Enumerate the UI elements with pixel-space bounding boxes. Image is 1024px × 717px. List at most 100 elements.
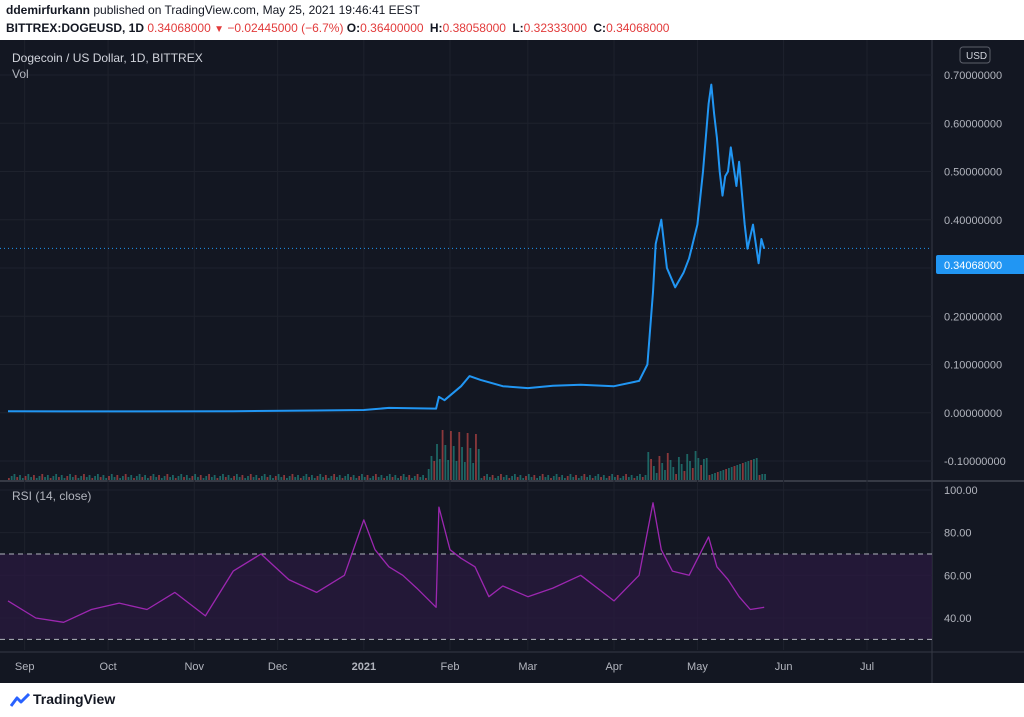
volume-bar	[252, 477, 255, 480]
volume-bar	[155, 477, 158, 480]
volume-label[interactable]: Vol	[12, 67, 29, 81]
volume-bar	[469, 448, 472, 480]
price-tick-label: -0.10000000	[944, 456, 1006, 468]
chart-svg[interactable]: 0.70000000 0.60000000 0.50000000 0.40000000…	[0, 40, 1024, 683]
volume-bar	[138, 474, 141, 480]
volume-bar	[130, 475, 133, 480]
volume-bar	[477, 449, 480, 480]
volume-bar	[750, 460, 753, 480]
volume-bar	[728, 468, 730, 480]
volume-bar	[605, 478, 608, 480]
volume-bar	[286, 478, 288, 480]
volume-bar	[730, 467, 733, 480]
currency-button-bg[interactable]	[959, 46, 991, 64]
volume-bar	[16, 477, 19, 480]
chart-area[interactable]: 0.70000000 0.60000000 0.50000000 0.40000000…	[0, 40, 1024, 683]
volume-bar	[372, 476, 374, 480]
volume-bar	[38, 476, 41, 480]
time-tick-label: Jun	[775, 661, 793, 673]
volume-bar	[527, 474, 530, 480]
volume-bar	[213, 475, 216, 480]
volume-bar	[472, 463, 475, 480]
volume-bar	[311, 475, 313, 480]
volume-bar	[147, 478, 149, 480]
time-tick-label: May	[687, 661, 708, 673]
rsi-label[interactable]: RSI (14, close)	[12, 489, 91, 503]
volume-bar	[644, 475, 647, 480]
volume-bar	[561, 475, 564, 480]
volume-bar	[110, 474, 113, 480]
volume-bar	[399, 476, 402, 480]
volume-bar	[327, 478, 330, 480]
volume-bar	[500, 474, 502, 480]
volume-bar	[405, 477, 408, 480]
volume-bar	[102, 475, 105, 480]
volume-bar	[725, 469, 728, 480]
volume-bar	[394, 475, 397, 480]
volume-bar	[94, 476, 96, 480]
volume-bar	[722, 470, 725, 480]
brand-name[interactable]: TradingView	[33, 691, 116, 707]
volume-bar	[49, 478, 52, 480]
volume-bar	[736, 465, 739, 480]
symbol-info: BITTREX:DOGEUSD, 1D 0.34068000 ▼ −0.0244…	[6, 21, 672, 35]
volume-bar	[461, 447, 463, 480]
rsi-axis[interactable]: 100.00 80.00 60.00 40.00	[944, 485, 978, 625]
price-tick-label: 0.10000000	[944, 360, 1002, 372]
volume-bar	[169, 477, 172, 480]
volume-bar	[550, 478, 552, 480]
volume-bar	[302, 476, 305, 480]
volume-bar	[255, 475, 258, 480]
volume-bar	[355, 478, 358, 480]
volume-bar	[55, 474, 58, 480]
published-text: published on TradingView.com, May 25, 20…	[90, 3, 421, 17]
rsi-band	[0, 554, 932, 640]
volume-bar	[486, 474, 488, 480]
symbol-name: BITTREX:DOGEUSD, 1D	[6, 21, 145, 35]
volume-bar	[44, 477, 46, 480]
volume-bar	[258, 478, 260, 480]
volume-bar	[680, 464, 683, 480]
volume-bar	[185, 475, 188, 480]
volume-bar	[616, 475, 619, 480]
volume-bar	[349, 477, 352, 480]
volume-bar	[433, 461, 436, 480]
volume-bar	[466, 433, 469, 480]
volume-bar	[163, 476, 166, 480]
volume-bar	[541, 474, 544, 480]
volume-bar	[288, 476, 291, 480]
publisher-name[interactable]: ddemirfurkann	[6, 3, 91, 17]
volume-bar	[402, 474, 405, 480]
volume-bar	[19, 475, 21, 480]
volume-bar	[172, 475, 174, 480]
volume-bar	[650, 459, 652, 480]
currency-button[interactable]: USD	[966, 51, 987, 62]
volume-bar	[10, 476, 13, 480]
volume-bar	[238, 477, 241, 480]
time-tick-label: Feb	[441, 661, 460, 673]
volume-bar	[630, 475, 633, 480]
volume-bar	[522, 478, 525, 480]
volume-bar	[525, 476, 527, 480]
volume-bar	[177, 476, 180, 480]
volume-bar	[497, 476, 500, 480]
volume-bar	[333, 474, 336, 480]
volume-bar	[291, 474, 294, 480]
volume-bar	[397, 478, 399, 480]
volume-bar	[96, 474, 99, 480]
volume-bar	[758, 475, 761, 480]
volume-bar	[308, 477, 311, 480]
volume-bar	[413, 476, 416, 480]
close-value: 0.34068000	[606, 21, 670, 35]
down-triangle-icon: ▼	[214, 24, 225, 35]
volume-bar	[547, 475, 550, 480]
volume-bar	[180, 474, 183, 480]
volume-bar	[572, 477, 575, 480]
volume-bar	[747, 461, 750, 480]
volume-bar	[219, 476, 222, 480]
volume-bar	[583, 474, 586, 480]
price-tag-bg	[936, 255, 1024, 274]
volume-bar	[586, 477, 589, 480]
volume-bar	[452, 446, 455, 480]
time-axis[interactable]: Sep Oct Nov Dec 2021 Feb Mar Apr May Jun Jul	[15, 661, 874, 673]
